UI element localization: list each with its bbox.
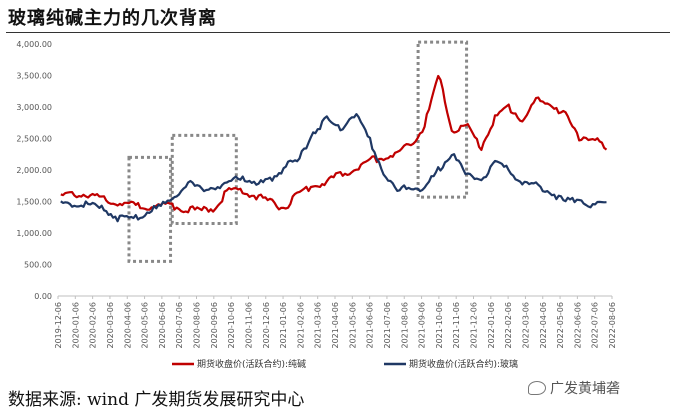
x-tick-label: 2021-08-06 [400,302,409,349]
x-tick-label: 2020-07-06 [175,302,184,349]
x-tick-label: 2020-10-06 [227,302,236,349]
x-tick-label: 2020-06-06 [158,302,167,349]
line-chart: 0.00 500.00 1,000.00 1,500.00 2,000.00 2,500.… [16,40,617,370]
y-tick-label: 2,000.00 [16,166,52,175]
x-tick-label: 2022-05-06 [556,302,565,349]
x-tick-label: 2021-02-06 [296,302,305,349]
y-tick-label: 4,000.00 [16,40,52,49]
x-tick-label: 2022-01-06 [487,302,496,349]
wechat-icon [528,381,546,395]
x-tick-label: 2020-02-06 [89,302,98,349]
x-tick-label: 2021-03-06 [314,302,323,349]
x-tick-label: 2020-04-06 [123,302,132,349]
legend-label: 期货收盘价(活跃合约):纯碱 [197,358,306,370]
x-tick-label: 2021-04-06 [331,302,340,349]
x-tick-label: 2019-12-06 [54,302,63,349]
x-tick-label: 2020-11-06 [244,302,253,349]
chart-title: 玻璃纯碱主力的几次背离 [8,8,217,29]
x-tick-label: 2020-12-06 [262,302,271,349]
x-axis: 2019-12-06 2020-01-06 2020-02-06 2020-03-06… [54,295,617,349]
divergence-box-3 [416,40,469,199]
legend: 期货收盘价(活跃合约):纯碱 期货收盘价(活跃合约):玻璃 [172,358,518,370]
soda-ash-line [60,74,608,214]
y-tick-label: 3,000.00 [16,103,52,112]
x-tick-label: 2021-01-06 [279,302,288,349]
y-tick-label: 1,000.00 [16,229,52,238]
x-tick-label: 2020-01-06 [71,302,80,349]
watermark-text: 广发黄埔砻 [550,381,620,397]
title-divider [6,32,670,33]
x-tick-label: 2021-07-06 [383,302,392,349]
x-tick-label: 2021-12-06 [470,302,479,349]
x-tick-label: 2022-03-06 [521,302,530,349]
y-tick-label: 1,500.00 [16,198,52,207]
x-tick-label: 2022-06-06 [573,302,582,349]
y-tick-label: 3,500.00 [16,72,52,81]
x-tick-label: 2022-04-06 [539,302,548,349]
x-tick-label: 2022-02-06 [504,302,513,349]
y-tick-label: 500.00 [24,261,52,270]
x-tick-label: 2022-07-06 [591,302,600,349]
y-axis: 0.00 500.00 1,000.00 1,500.00 2,000.00 2,500.… [16,40,52,301]
x-tick-label: 2020-05-06 [141,302,150,349]
x-tick-label: 2021-09-06 [418,302,427,349]
glass-line [60,113,607,223]
divergence-box-2 [170,133,238,226]
y-tick-label: 2,500.00 [16,135,52,144]
divergence-box-1 [127,155,173,263]
legend-label: 期货收盘价(活跃合约):玻璃 [409,358,518,370]
x-tick-label: 2021-06-06 [366,302,375,349]
source-note: 数据来源: wind 广发期货发展研究中心 [8,390,305,410]
series-lines [60,74,608,223]
divergence-boxes [127,40,469,263]
x-tick-label: 2021-05-06 [348,302,357,349]
x-tick-label: 2021-11-06 [452,302,461,349]
x-tick-label: 2022-08-06 [608,302,617,349]
x-tick-label: 2021-10-06 [435,302,444,349]
watermark: 广发黄埔砻 [528,378,620,398]
x-tick-label: 2020-03-06 [106,302,115,349]
y-tick-label: 0.00 [34,292,52,301]
x-tick-label: 2020-09-06 [210,302,219,349]
x-tick-label: 2020-08-06 [193,302,202,349]
